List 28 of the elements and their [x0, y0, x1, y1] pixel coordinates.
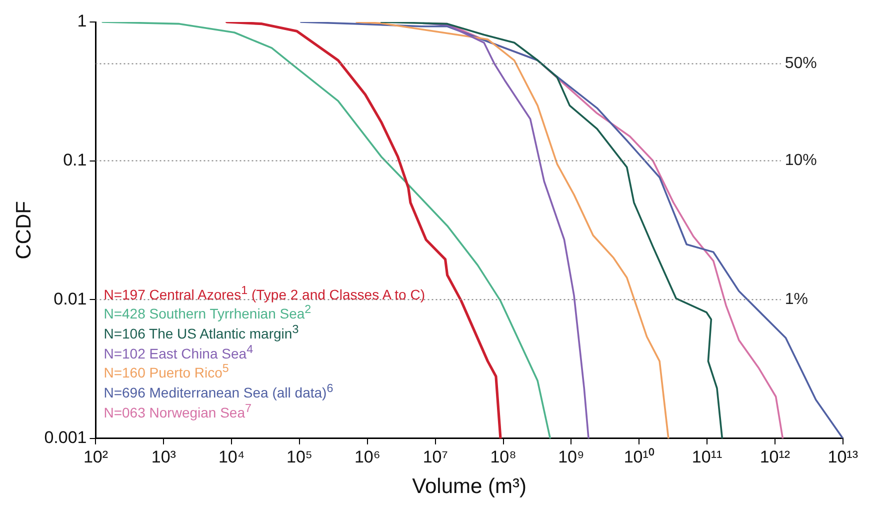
x-tick-label: 10²: [83, 447, 108, 466]
x-tick-label: 10⁹: [558, 447, 584, 466]
y-tick-label: 0.1: [63, 150, 87, 170]
text: N=106 The US Atlantic margin$^{3}$: [104, 322, 300, 342]
x-tick-label: 10¹³: [828, 447, 858, 466]
x-tick-label: 10⁷: [422, 447, 448, 466]
x-tick-label: 10¹²: [760, 447, 790, 466]
text: N=696 Mediterranean Sea (all data)$^{6}$: [104, 381, 334, 401]
text: N=428 Southern Tyrrhenian Sea$^{2}$: [104, 302, 312, 322]
ref-line-label: 1%: [784, 291, 808, 308]
x-tick-label: 10¹¹: [692, 447, 722, 466]
y-tick-label: 0.001: [44, 428, 87, 448]
text: N=160 Puerto Rico$^{5}$: [104, 361, 230, 382]
series-label: N=197 Central Azores$^{1}$ (Type 2 and Classes A to C): [104, 282, 425, 302]
x-axis-title: Volume (m³): [412, 475, 526, 498]
ref-line-label: 50%: [784, 55, 817, 72]
x-tick-label: 10⁶: [354, 447, 380, 466]
text: N=102 East China Sea$^{4}$: [104, 342, 254, 362]
y-tick-label: 0.01: [54, 289, 87, 308]
x-tick-label: 10⁴: [218, 447, 245, 466]
y-axis-title: CCDF: [12, 201, 36, 260]
x-tick-label: 10³: [151, 447, 176, 466]
text: N=063 Norwegian Sea$^{7}$: [104, 400, 252, 420]
x-tick-label: 10⁵: [286, 447, 312, 466]
y-tick-label: 1: [77, 12, 87, 31]
x-tick-label: 10¹⁰: [624, 447, 654, 466]
x-tick-label: 10⁸: [490, 447, 516, 466]
ref-line-label: 10%: [784, 152, 817, 170]
